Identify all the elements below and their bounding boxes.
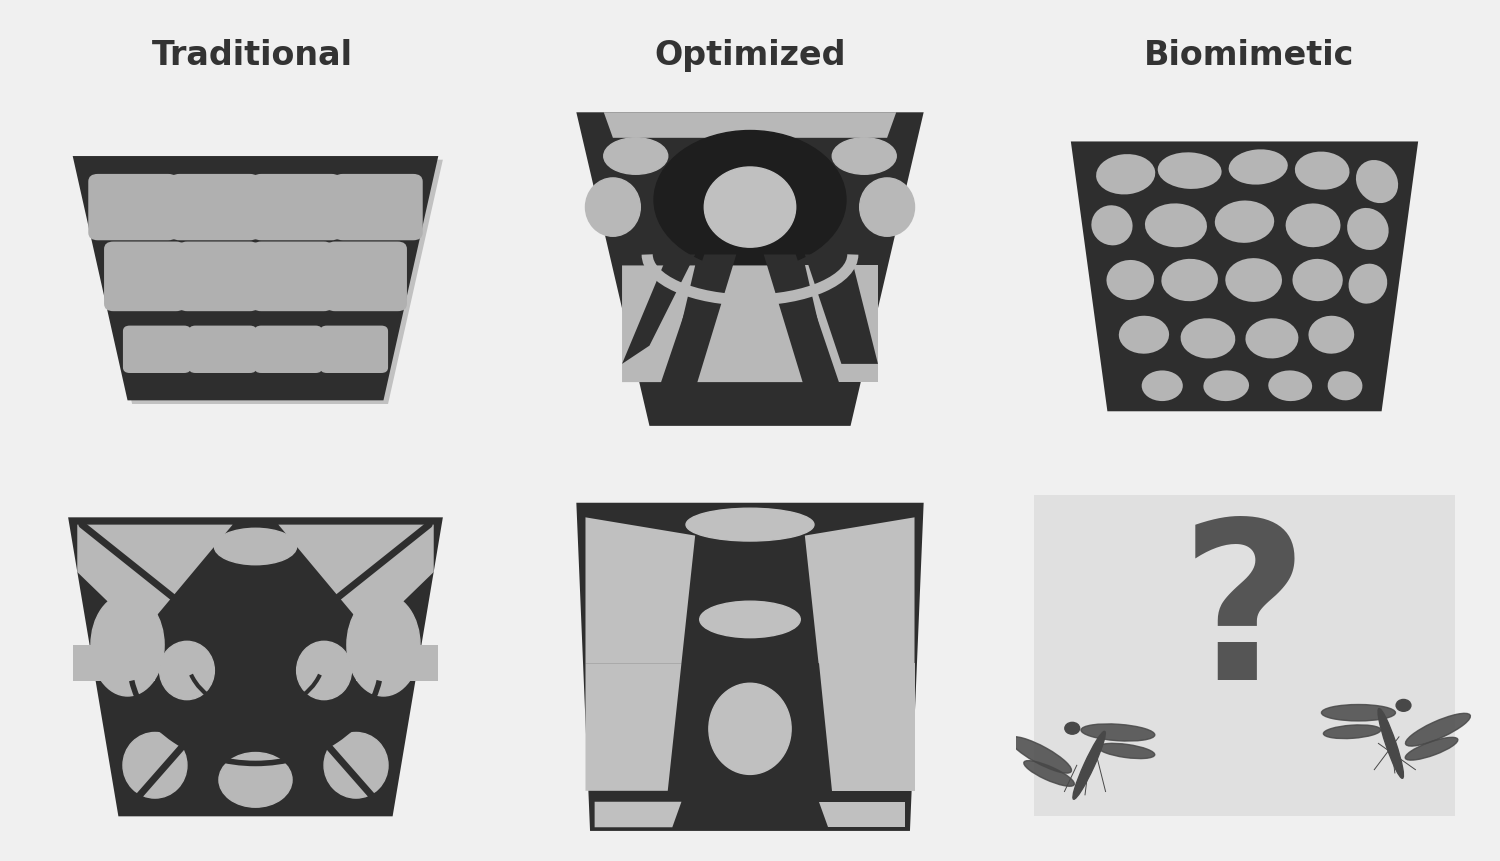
- FancyBboxPatch shape: [104, 242, 186, 311]
- Ellipse shape: [1269, 370, 1312, 401]
- FancyBboxPatch shape: [333, 174, 423, 240]
- Ellipse shape: [710, 684, 791, 774]
- Ellipse shape: [1245, 319, 1299, 358]
- Ellipse shape: [1294, 152, 1350, 189]
- Ellipse shape: [1347, 208, 1389, 250]
- Ellipse shape: [699, 601, 801, 638]
- Ellipse shape: [705, 167, 795, 247]
- Text: Optimized: Optimized: [654, 39, 846, 71]
- Polygon shape: [622, 255, 694, 364]
- Ellipse shape: [214, 529, 297, 565]
- Ellipse shape: [686, 508, 814, 541]
- Ellipse shape: [1158, 152, 1221, 189]
- Polygon shape: [279, 524, 434, 634]
- Polygon shape: [585, 663, 681, 790]
- Polygon shape: [78, 524, 232, 634]
- Polygon shape: [806, 255, 877, 364]
- Polygon shape: [806, 517, 915, 663]
- Ellipse shape: [1406, 713, 1470, 746]
- Ellipse shape: [1144, 203, 1208, 247]
- Ellipse shape: [1323, 725, 1382, 739]
- Ellipse shape: [92, 594, 164, 696]
- Ellipse shape: [1024, 760, 1074, 786]
- FancyBboxPatch shape: [178, 242, 260, 311]
- Circle shape: [1396, 699, 1411, 711]
- Polygon shape: [764, 255, 842, 389]
- Polygon shape: [356, 645, 438, 681]
- Polygon shape: [594, 802, 681, 827]
- Ellipse shape: [604, 138, 668, 174]
- Polygon shape: [604, 112, 896, 138]
- Ellipse shape: [654, 131, 846, 269]
- Ellipse shape: [859, 178, 915, 236]
- FancyBboxPatch shape: [252, 242, 333, 311]
- Ellipse shape: [1328, 371, 1362, 400]
- FancyBboxPatch shape: [170, 174, 260, 240]
- Ellipse shape: [833, 138, 896, 174]
- Polygon shape: [819, 663, 915, 790]
- Text: Traditional: Traditional: [152, 39, 352, 71]
- Ellipse shape: [1293, 259, 1342, 301]
- Ellipse shape: [1098, 743, 1155, 759]
- Ellipse shape: [1142, 370, 1184, 401]
- Polygon shape: [585, 517, 694, 663]
- Ellipse shape: [585, 178, 640, 236]
- FancyBboxPatch shape: [326, 242, 406, 311]
- Ellipse shape: [1348, 263, 1388, 304]
- Polygon shape: [806, 265, 877, 382]
- Ellipse shape: [1082, 724, 1155, 741]
- Ellipse shape: [1356, 160, 1398, 203]
- Ellipse shape: [1406, 737, 1458, 760]
- Polygon shape: [78, 159, 442, 404]
- FancyBboxPatch shape: [189, 325, 256, 373]
- Ellipse shape: [1010, 737, 1071, 773]
- Polygon shape: [68, 517, 442, 816]
- Ellipse shape: [1180, 319, 1236, 358]
- Ellipse shape: [1096, 154, 1155, 195]
- Polygon shape: [72, 645, 154, 681]
- Polygon shape: [576, 112, 924, 426]
- Polygon shape: [819, 802, 906, 827]
- Ellipse shape: [1378, 709, 1404, 778]
- Ellipse shape: [1322, 704, 1395, 721]
- FancyBboxPatch shape: [252, 174, 340, 240]
- Ellipse shape: [1226, 258, 1282, 302]
- Ellipse shape: [1119, 316, 1168, 354]
- FancyBboxPatch shape: [320, 325, 388, 373]
- Polygon shape: [622, 265, 694, 382]
- Ellipse shape: [1203, 370, 1249, 401]
- Ellipse shape: [159, 641, 214, 700]
- Text: ?: ?: [1180, 512, 1310, 727]
- FancyBboxPatch shape: [255, 325, 322, 373]
- Ellipse shape: [1308, 316, 1354, 354]
- Ellipse shape: [1161, 259, 1218, 301]
- Text: Biomimetic: Biomimetic: [1144, 39, 1354, 71]
- FancyBboxPatch shape: [88, 174, 177, 240]
- Circle shape: [1065, 722, 1080, 734]
- Polygon shape: [1071, 141, 1418, 412]
- Ellipse shape: [1286, 203, 1341, 247]
- FancyBboxPatch shape: [123, 325, 190, 373]
- Ellipse shape: [1107, 260, 1154, 300]
- Polygon shape: [694, 265, 806, 382]
- Ellipse shape: [324, 733, 388, 798]
- Ellipse shape: [1072, 731, 1106, 799]
- Ellipse shape: [297, 641, 351, 700]
- FancyBboxPatch shape: [1035, 495, 1455, 816]
- Ellipse shape: [219, 753, 292, 808]
- Ellipse shape: [346, 594, 420, 696]
- Ellipse shape: [1215, 201, 1274, 243]
- Ellipse shape: [123, 733, 188, 798]
- Polygon shape: [658, 255, 736, 389]
- Polygon shape: [576, 503, 924, 831]
- Ellipse shape: [1092, 205, 1132, 245]
- Polygon shape: [72, 156, 438, 400]
- Ellipse shape: [1228, 149, 1288, 184]
